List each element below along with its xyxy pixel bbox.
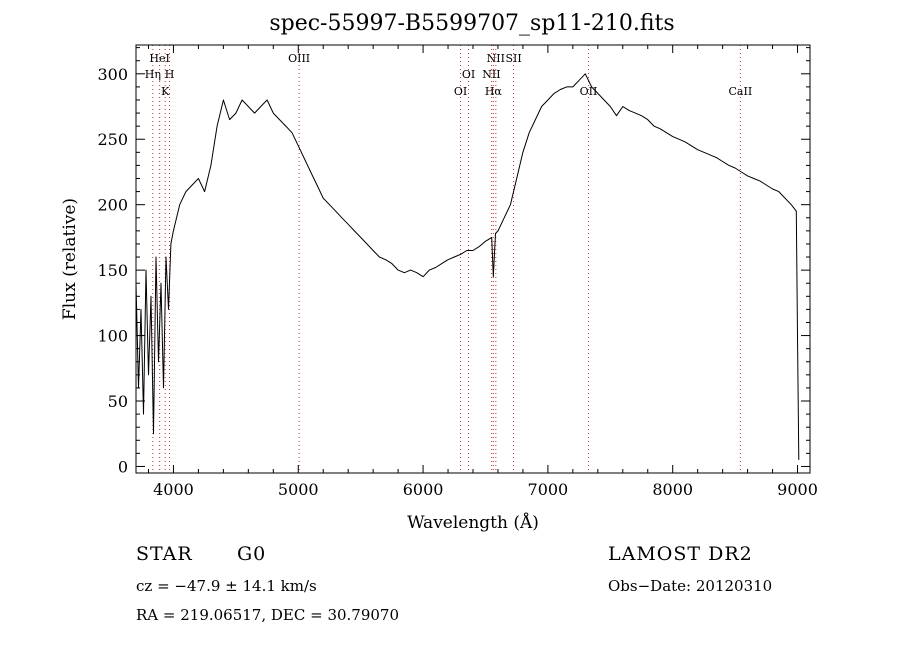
y-tick-label: 0 xyxy=(118,457,128,476)
line-label: HeI xyxy=(149,52,169,65)
line-label: CaII xyxy=(729,85,753,98)
y-tick-label: 200 xyxy=(97,196,128,215)
spectrum-line xyxy=(135,73,800,460)
y-tick-label: 150 xyxy=(97,261,128,280)
x-tick-label: 5000 xyxy=(278,480,319,499)
line-label: NII xyxy=(482,68,500,81)
coordinates: RA = 219.06517, DEC = 30.79070 xyxy=(136,606,400,624)
spectrum-series xyxy=(135,73,800,460)
line-label: H xyxy=(165,68,175,81)
x-axis-label: Wavelength (Å) xyxy=(407,512,539,533)
line-label: OI xyxy=(454,85,467,98)
y-tick-label: 100 xyxy=(97,327,128,346)
star-class-label: STAR xyxy=(136,543,193,565)
y-tick-label: 50 xyxy=(108,392,128,411)
emission-line-markers xyxy=(152,45,741,473)
chart-title: spec-55997-B5599707_sp11-210.fits xyxy=(269,11,674,36)
y-axis-label: Flux (relative) xyxy=(60,198,80,320)
y-tick-label: 250 xyxy=(97,130,128,149)
line-label: OIII xyxy=(288,52,310,65)
line-label: OI xyxy=(462,68,475,81)
line-label: Hα xyxy=(485,85,503,98)
x-tick-label: 8000 xyxy=(652,480,693,499)
line-label: SII xyxy=(505,52,521,65)
obs-date: Obs−Date: 20120310 xyxy=(608,577,773,595)
star-subclass-label: G0 xyxy=(237,543,267,565)
x-tick-label: 6000 xyxy=(403,480,444,499)
line-label: OII xyxy=(580,85,598,98)
line-label: NII xyxy=(487,52,505,65)
cz-value: cz = −47.9 ± 14.1 km/s xyxy=(136,577,317,595)
line-label: Hη xyxy=(145,68,161,81)
x-tick-label: 4000 xyxy=(153,480,194,499)
axis-ticks: 4000 5000 6000 7000 8000 9000 0 50 100 150 200 250 3… xyxy=(97,45,818,499)
plot-frame xyxy=(135,44,811,474)
line-label: K xyxy=(161,85,170,98)
x-tick-label: 9000 xyxy=(777,480,818,499)
y-tick-label: 300 xyxy=(97,65,128,84)
survey-label: LAMOST DR2 xyxy=(608,543,753,565)
x-tick-label: 7000 xyxy=(528,480,569,499)
